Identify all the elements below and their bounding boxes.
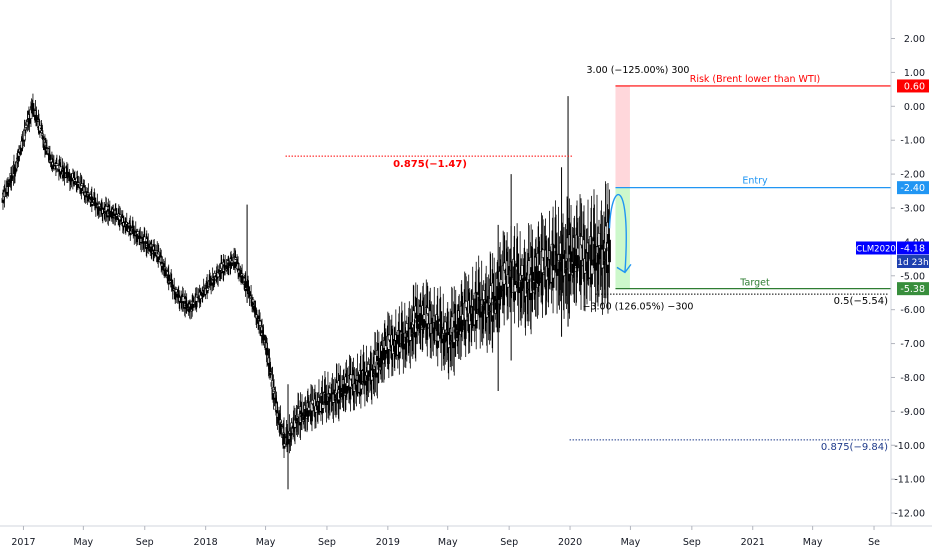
candle <box>31 93 35 117</box>
x-tick-label: May <box>803 537 823 548</box>
y-tick-label: -5.00 <box>900 271 925 282</box>
x-tick-label: Se <box>868 537 880 548</box>
target-price-tag: -5.38 <box>900 284 925 295</box>
position-zones <box>615 85 630 289</box>
candle <box>328 398 331 411</box>
forecast-arrowhead <box>616 263 632 274</box>
x-tick-label: Sep <box>136 537 154 548</box>
countdown-tag: 1d 23h <box>897 258 928 268</box>
target-price-tag-bg <box>897 282 929 296</box>
candle <box>552 243 555 279</box>
candle <box>608 189 611 288</box>
candle <box>321 392 325 409</box>
y-tick-label: -7.00 <box>900 339 925 350</box>
candle <box>37 113 41 126</box>
candle <box>513 226 517 324</box>
forecast-arrow[interactable] <box>608 194 627 273</box>
entry-price-tag-bg <box>897 181 929 195</box>
overlays: 0.875(−1.47) 0.875(−9.84) 0.5(−5.54) Risk (… <box>285 65 891 453</box>
x-tick-label: Sep <box>318 537 336 548</box>
y-tick-label: 1.00 <box>904 68 925 79</box>
price-axis[interactable]: 2.001.000.00-1.00-2.00-3.00-4.00-5.00-6.… <box>891 34 925 520</box>
candle <box>404 338 408 355</box>
fib-level-top-label: 0.875(−1.47) <box>393 159 467 170</box>
last-price-tag: -4.18 <box>900 243 925 254</box>
countdown-tag-bg <box>897 254 929 268</box>
x-tick-label: 2017 <box>11 537 35 548</box>
y-tick-label: -6.00 <box>900 305 925 316</box>
entry-label: Entry <box>742 176 768 187</box>
x-tick-label: 2018 <box>194 537 218 548</box>
x-tick-label: May <box>621 537 641 548</box>
candle <box>481 308 485 330</box>
y-tick-label: -2.00 <box>900 170 925 181</box>
candle <box>366 376 370 392</box>
position-bottom-ratio-label: −3.00 (126.05%) −300 <box>583 302 694 313</box>
y-tick-label: 2.00 <box>904 34 925 45</box>
x-tick-label: May <box>438 537 458 548</box>
candle <box>597 257 600 285</box>
candle <box>41 125 44 139</box>
risk-zone[interactable] <box>615 85 630 188</box>
candle <box>251 302 254 310</box>
y-tick-label: 0.00 <box>904 102 925 113</box>
x-tick-label: May <box>256 537 276 548</box>
y-tick-label: -8.00 <box>900 373 925 384</box>
candle <box>233 248 237 274</box>
risk-price-tag-bg <box>897 79 929 93</box>
reward-zone[interactable] <box>615 187 630 289</box>
last-price-tag-bg <box>897 241 929 255</box>
candle <box>475 292 479 321</box>
candle <box>590 195 593 313</box>
fib-level-mid-label: 0.5(−5.54) <box>834 296 888 307</box>
candle <box>513 260 517 293</box>
symbol-tag: CLM2020 <box>856 244 896 254</box>
entry-price-tag: -2.40 <box>900 183 925 194</box>
y-tick-label: -1.00 <box>900 136 925 147</box>
y-tick-label: -11.00 <box>894 475 925 486</box>
candles <box>1 93 611 490</box>
candle <box>398 329 402 353</box>
candle <box>436 288 440 367</box>
y-tick-label: -10.00 <box>894 441 925 452</box>
target-label: Target <box>739 278 770 289</box>
fib-level-bottom-label: 0.875(−9.84) <box>821 442 888 453</box>
price-tags: 0.60 -2.40 -5.38 CLM2020 -4.18 1d 23h <box>856 79 929 296</box>
x-tick-label: 2020 <box>558 537 582 548</box>
x-tick-label: 2019 <box>376 537 400 548</box>
candle <box>289 432 293 443</box>
y-tick-label: -12.00 <box>894 509 925 520</box>
candle <box>212 279 216 285</box>
risk-label: Risk (Brent lower than WTI) <box>690 74 821 85</box>
candle <box>13 171 17 184</box>
symbol-tag-bg <box>856 241 896 255</box>
candle <box>551 206 555 314</box>
candle <box>206 282 210 291</box>
x-tick-label: May <box>74 537 94 548</box>
x-tick-label: Sep <box>683 537 701 548</box>
candle <box>359 369 363 390</box>
time-axis[interactable]: 2017 May Sep 2018 May Sep 2019 May Sep 2020 May Sep… <box>11 526 880 548</box>
y-tick-label: -9.00 <box>900 407 925 418</box>
y-tick-label: -3.00 <box>900 203 925 214</box>
position-top-ratio-label: 3.00 (−125.00%) 300 <box>587 65 690 76</box>
x-tick-label: Sep <box>500 537 518 548</box>
risk-price-tag: 0.60 <box>904 81 925 92</box>
candle <box>72 171 76 187</box>
candle <box>20 134 24 150</box>
candle <box>590 236 594 275</box>
x-tick-label: 2021 <box>741 537 765 548</box>
